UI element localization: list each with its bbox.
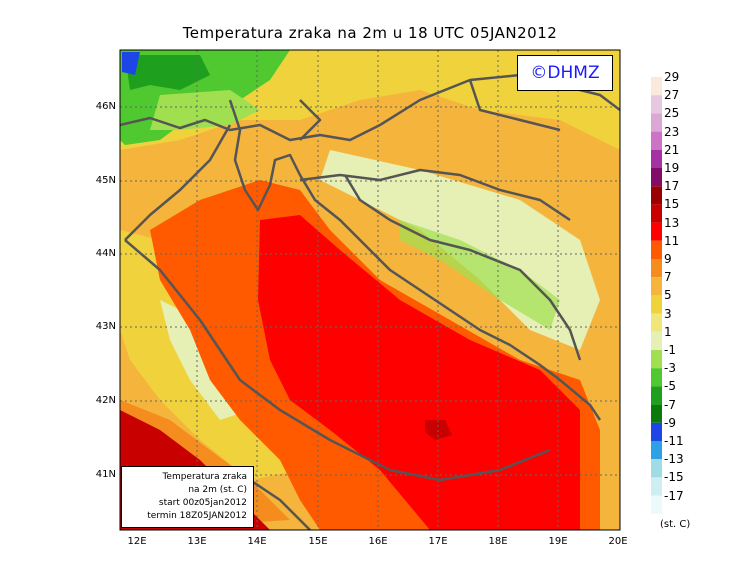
legend-swatch (651, 77, 662, 96)
legend-label: 19 (664, 161, 680, 175)
field-dinaric-green (400, 220, 560, 330)
legend-label: 1 (664, 324, 672, 339)
lon-label: 12E (127, 536, 147, 547)
lon-label: 15E (308, 536, 328, 547)
map-title: Temperatura zraka na 2m u 18 UTC 05JAN20… (182, 24, 558, 42)
lat-label: 45N (95, 175, 116, 186)
legend-swatch (651, 313, 662, 332)
field-alps-blue (122, 52, 140, 75)
lat-label: 43N (95, 321, 116, 332)
legend-swatch (651, 350, 662, 369)
legend-label: -1 (664, 343, 676, 357)
legend-label: 9 (664, 252, 672, 266)
legend-swatch (651, 331, 662, 350)
copyright-badge: ©DHMZ (517, 55, 613, 91)
legend-label: 23 (664, 124, 680, 139)
lat-label: 42N (95, 395, 116, 406)
legend-label: 3 (664, 306, 672, 321)
legend-label: -13 (664, 452, 684, 467)
legend-label: 29 (664, 70, 680, 84)
legend-label: 25 (664, 106, 680, 121)
legend-swatch (651, 95, 662, 114)
legend-swatch (651, 404, 662, 423)
legend-swatch (651, 186, 662, 205)
lon-label: 13E (187, 536, 207, 547)
coastlines-borders (120, 73, 620, 530)
legend-swatch (651, 113, 662, 132)
lat-label: 41N (95, 469, 116, 480)
legend-label: 21 (664, 142, 680, 157)
legend-label: 7 (664, 270, 672, 285)
map-frame (119, 49, 621, 531)
legend-label: -7 (664, 397, 676, 412)
legend-label: 17 (664, 179, 680, 194)
legend-swatch (651, 422, 662, 441)
lon-label: 17E (428, 536, 448, 547)
lon-label: 16E (368, 536, 388, 547)
legend-swatch (651, 149, 662, 168)
legend-swatch (651, 259, 662, 278)
legend-swatch (651, 477, 662, 496)
field-alps-darkgreen (125, 55, 210, 90)
legend-swatch (651, 131, 662, 150)
lon-label: 14E (247, 536, 267, 547)
legend-label: -11 (664, 434, 684, 448)
info-line: na 2m (st. C) (188, 485, 247, 495)
legend-swatch (651, 368, 662, 387)
legend-label: -15 (664, 470, 684, 485)
legend-color-boxes (651, 77, 662, 514)
legend-swatch (651, 386, 662, 405)
legend-swatch (651, 204, 662, 223)
lon-label: 18E (488, 536, 508, 547)
lon-label: 19E (548, 536, 568, 547)
legend-swatch (651, 295, 662, 314)
legend-swatch (651, 459, 662, 478)
legend-unit: (st. C) (660, 519, 691, 530)
legend-swatch (651, 222, 662, 241)
legend-label: -9 (664, 415, 676, 430)
info-line: termin 18Z05JAN2012 (147, 511, 247, 521)
legend-swatch (651, 495, 662, 514)
legend-label: -3 (664, 361, 676, 376)
legend-label: 15 (664, 197, 680, 212)
lon-label: 20E (608, 536, 628, 547)
legend-swatch (651, 277, 662, 296)
info-box: Temperatura zraka na 2m (st. C) start 00… (121, 466, 254, 528)
legend-label: 5 (664, 288, 672, 303)
legend-label: 11 (664, 233, 680, 248)
field-alps-light (150, 90, 260, 130)
info-line: Temperatura zraka (162, 472, 247, 482)
legend-swatch (651, 168, 662, 187)
legend-label: -17 (664, 488, 684, 503)
legend-swatch (651, 240, 662, 259)
lat-label: 44N (95, 248, 116, 259)
field-adriatic-hot (258, 215, 580, 530)
lat-label: 46N (95, 101, 116, 112)
legend-label: -5 (664, 379, 676, 394)
graticule (120, 50, 620, 530)
legend-swatch (651, 441, 662, 460)
legend-label: 13 (664, 215, 680, 230)
legend-label: 27 (664, 88, 680, 103)
info-line: start 00z05jan2012 (158, 498, 247, 508)
